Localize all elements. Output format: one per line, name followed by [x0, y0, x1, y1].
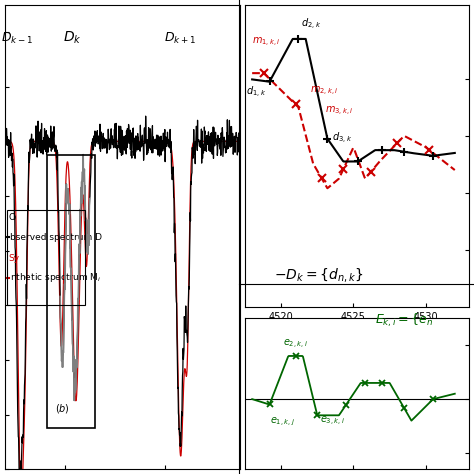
Text: O: O [9, 213, 16, 222]
Text: nthetic spectrum M$_i$: nthetic spectrum M$_i$ [10, 272, 101, 284]
Text: $D_{k-1}$: $D_{k-1}$ [1, 31, 33, 46]
Text: $(b)$: $(b)$ [55, 401, 70, 415]
Text: Sy: Sy [9, 255, 20, 264]
Bar [7, 210, 85, 305]
Text: $e_{1,k,j}$: $e_{1,k,j}$ [270, 415, 295, 428]
Text: $m_{2,k,i}$: $m_{2,k,i}$ [310, 85, 339, 98]
Text: $d_{3,k}$: $d_{3,k}$ [332, 131, 352, 146]
Text: $D_k$: $D_k$ [63, 29, 82, 46]
Text: $E_{k,i}=\{e_n$: $E_{k,i}=\{e_n$ [375, 311, 433, 329]
Text: $(b)$: $(b)$ [249, 336, 266, 348]
Text: $D_{k+1}$: $D_{k+1}$ [164, 31, 196, 46]
Text: $d_{2,k}$: $d_{2,k}$ [301, 17, 321, 32]
Text: $e_{2,k,i}$: $e_{2,k,i}$ [283, 337, 308, 351]
Text: $m_{1,k,i}$: $m_{1,k,i}$ [252, 36, 281, 49]
Text: $m_{3,k,i}$: $m_{3,k,i}$ [325, 105, 353, 118]
Text: $-D_k=\{d_{n,k}\}$: $-D_k=\{d_{n,k}\}$ [274, 266, 363, 284]
Bar [47, 155, 95, 428]
Text: $d_{1,k}$: $d_{1,k}$ [246, 84, 266, 100]
Text: bserved spectrum D: bserved spectrum D [10, 233, 102, 241]
Text: $e_{3,k,i}$: $e_{3,k,i}$ [320, 415, 346, 428]
